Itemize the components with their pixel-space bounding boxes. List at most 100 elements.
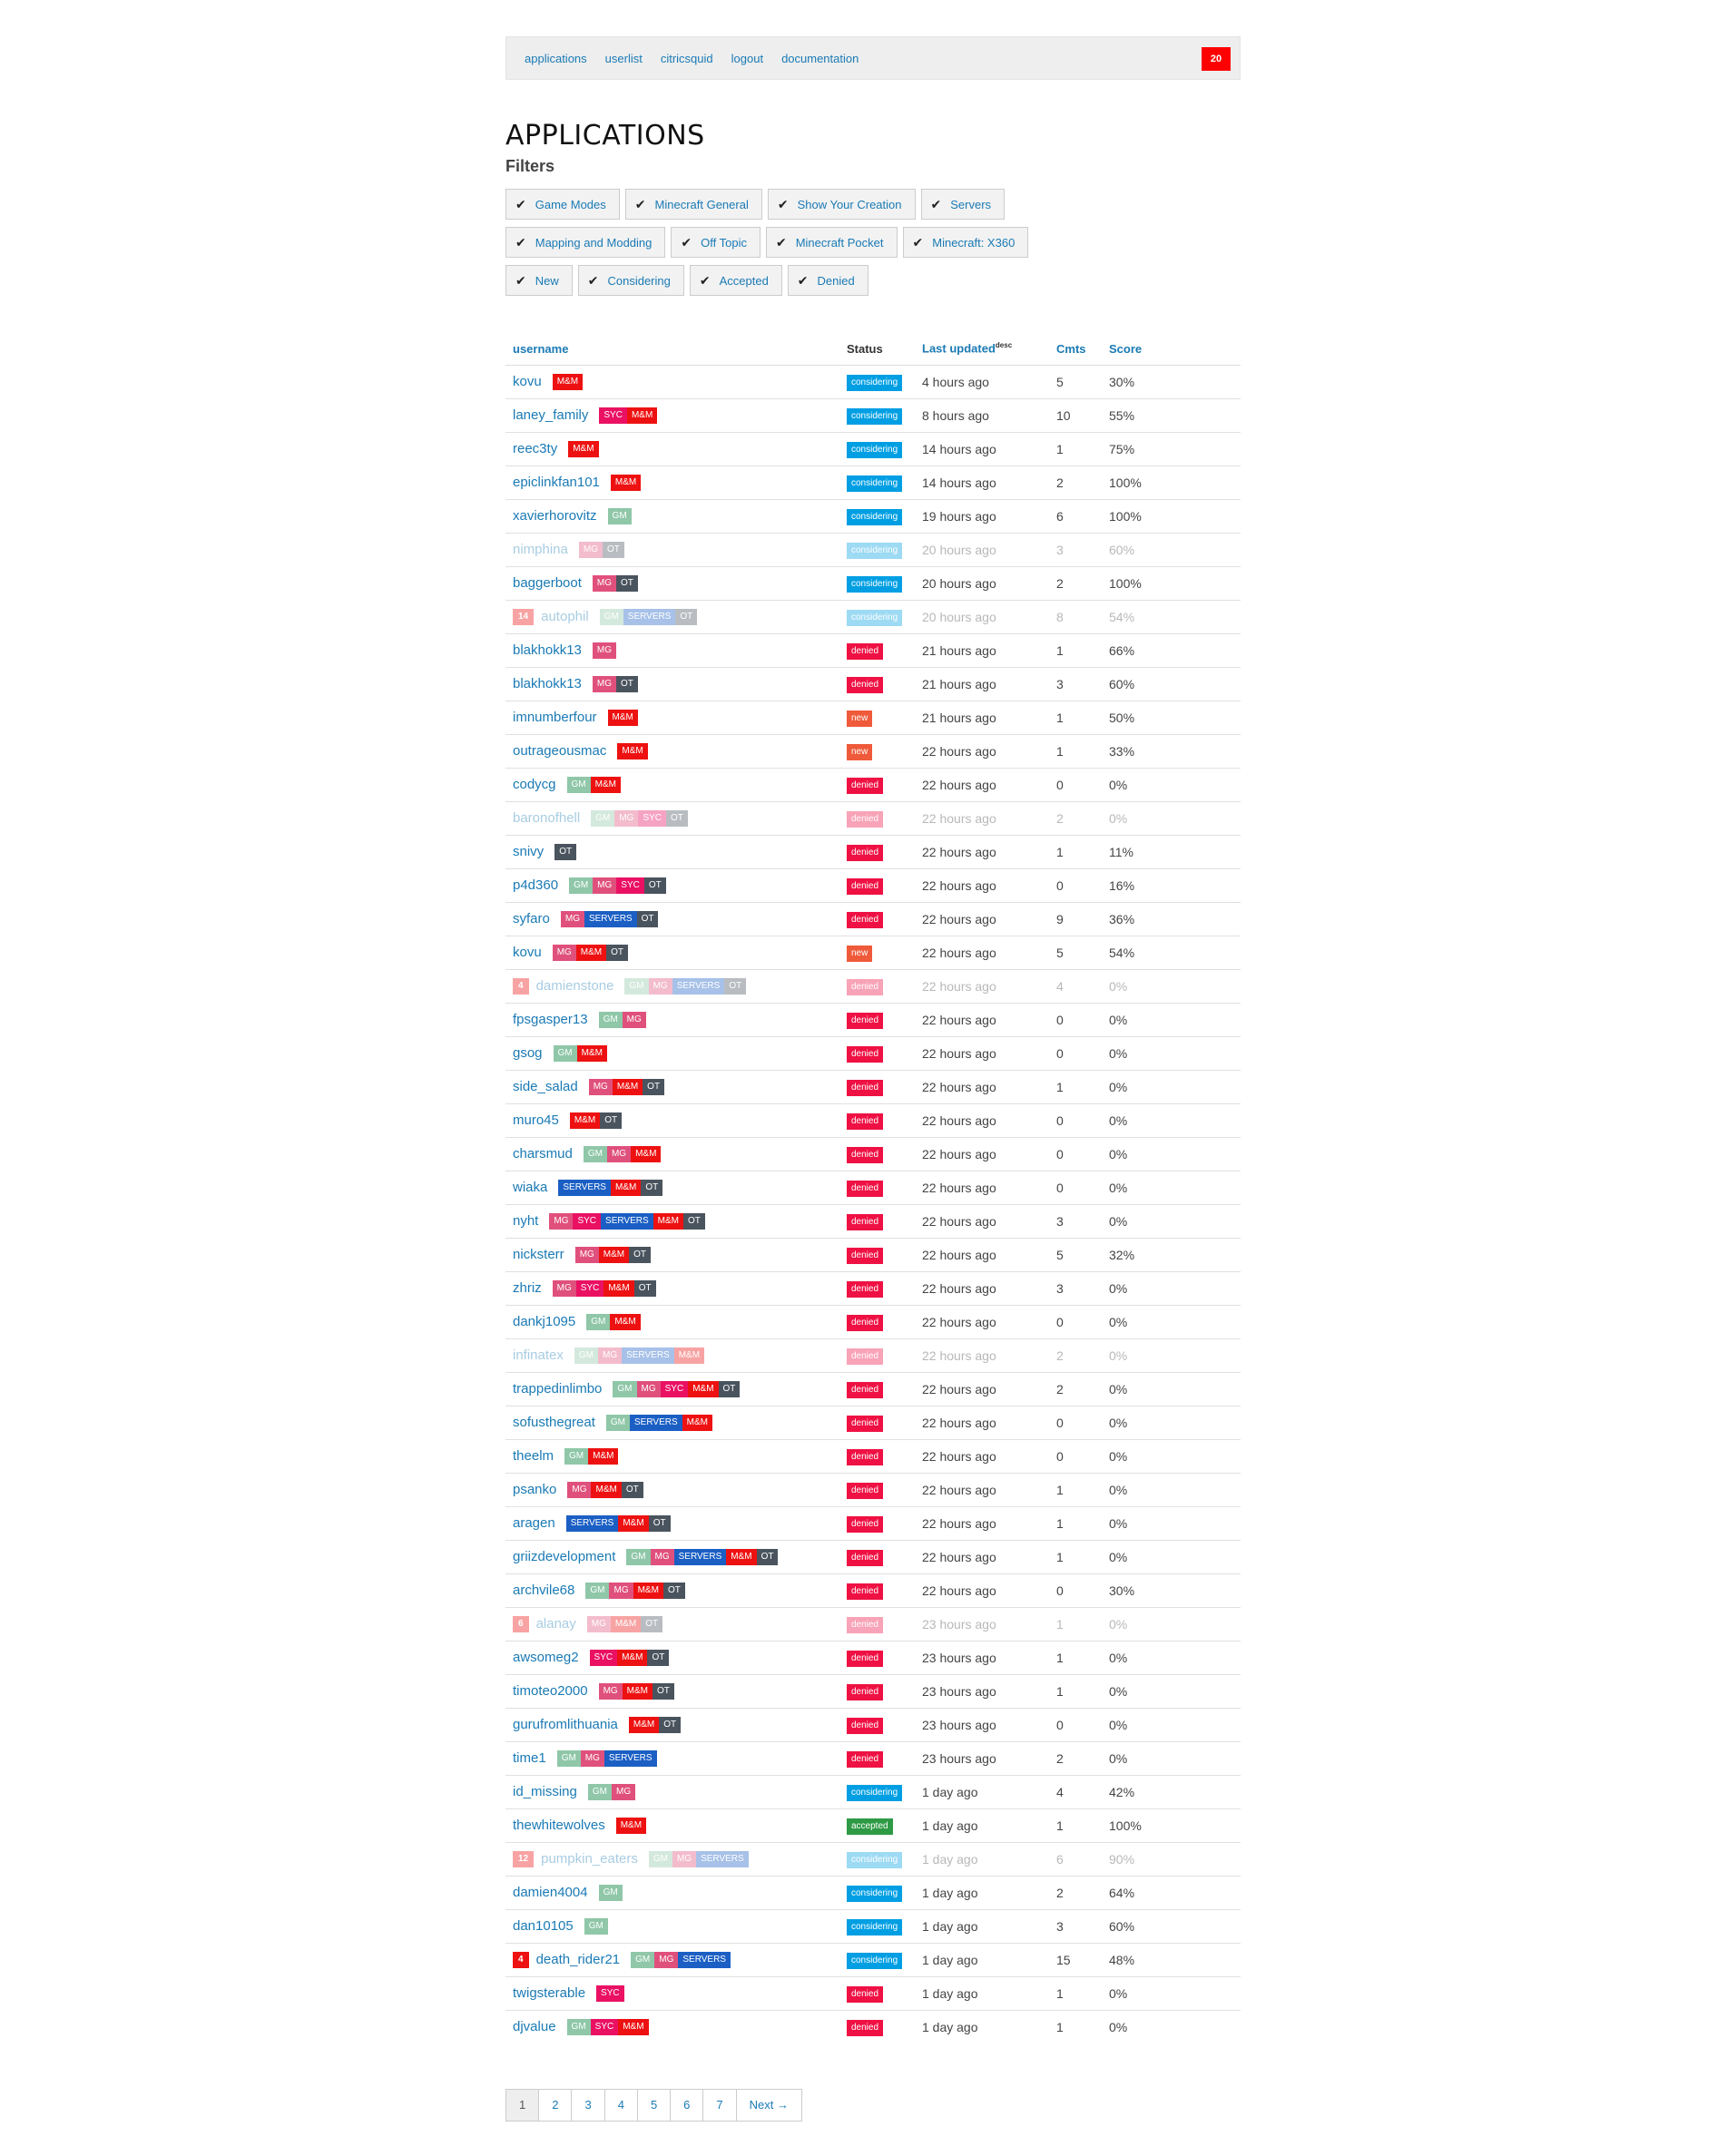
username-link[interactable]: damien4004 xyxy=(513,1884,588,1900)
page-3[interactable]: 3 xyxy=(571,2089,605,2122)
username-link[interactable]: trappedinlimbo xyxy=(513,1380,603,1396)
filter-button[interactable]: ✔ Show Your Creation xyxy=(767,189,916,220)
username-link[interactable]: nimphina xyxy=(513,541,568,557)
table-row[interactable]: awsomeg2 SYC M&M OT denied 23 hours ago 1 0% xyxy=(505,1641,1241,1675)
table-row[interactable]: 4 death_rider21 GM MG SERVERS considering 1 da… xyxy=(505,1943,1241,1977)
username-link[interactable]: epiclinkfan101 xyxy=(513,474,600,490)
username-link[interactable]: kovu xyxy=(513,373,542,389)
col-last-updated[interactable]: Last updateddesc xyxy=(915,332,1049,366)
page-4[interactable]: 4 xyxy=(603,2089,638,2122)
username-link[interactable]: theelm xyxy=(513,1447,554,1464)
username-link[interactable]: gurufromlithuania xyxy=(513,1716,618,1732)
filter-button[interactable]: ✔ Minecraft General xyxy=(624,189,762,220)
username-link[interactable]: syfaro xyxy=(513,910,550,926)
filter-button[interactable]: ✔ Accepted xyxy=(689,265,782,296)
table-row[interactable]: gurufromlithuania M&M OT denied 23 hours ago… xyxy=(505,1708,1241,1742)
username-link[interactable]: side_salad xyxy=(513,1078,578,1094)
table-row[interactable]: 4 damienstone GM MG SERVERS OT denied 22 hours … xyxy=(505,969,1241,1004)
table-row[interactable]: p4d360 GM MG SYC OT denied 22 hours ago 0 16% xyxy=(505,868,1241,903)
username-link[interactable]: timoteo2000 xyxy=(513,1682,588,1699)
table-row[interactable]: trappedinlimbo GM MG SYC M&M OT denied 22 hours… xyxy=(505,1372,1241,1406)
table-row[interactable]: dan10105 GM considering 1 day ago 3 60% xyxy=(505,1909,1241,1944)
username-link[interactable]: alanay xyxy=(535,1615,576,1632)
col-score[interactable]: Score xyxy=(1102,332,1241,366)
next-page-button[interactable]: Next → xyxy=(735,2089,802,2122)
filter-button[interactable]: ✔ Mapping and Modding xyxy=(505,227,666,258)
username-link[interactable]: damienstone xyxy=(535,977,614,994)
username-link[interactable]: blakhokk13 xyxy=(513,675,582,691)
table-row[interactable]: nicksterr MG M&M OT denied 22 hours ago 5 32% xyxy=(505,1238,1241,1272)
username-link[interactable]: wiaka xyxy=(513,1179,548,1195)
table-row[interactable]: blakhokk13 MG OT denied 21 hours ago 3 60% xyxy=(505,667,1241,701)
username-link[interactable]: dankj1095 xyxy=(513,1313,576,1329)
username-link[interactable]: charsmud xyxy=(513,1145,573,1161)
username-link[interactable]: twigsterable xyxy=(513,1984,586,2001)
username-link[interactable]: baggerboot xyxy=(513,574,582,591)
notification-badge[interactable]: 20 xyxy=(1202,47,1231,71)
username-link[interactable]: sofusthegreat xyxy=(513,1414,595,1430)
table-row[interactable]: sofusthegreat GM SERVERS M&M denied 22 hours … xyxy=(505,1406,1241,1440)
table-row[interactable]: charsmud GM MG M&M denied 22 hours ago 0 0% xyxy=(505,1137,1241,1171)
col-cmts[interactable]: Cmts xyxy=(1049,332,1102,366)
username-link[interactable]: baronofhell xyxy=(513,809,581,826)
username-link[interactable]: imnumberfour xyxy=(513,709,597,725)
table-row[interactable]: archvile68 GM MG M&M OT denied 22 hours ago 0 30… xyxy=(505,1573,1241,1608)
filter-button[interactable]: ✔ New xyxy=(505,265,573,296)
table-row[interactable]: syfaro MG SERVERS OT denied 22 hours ago 9 36% xyxy=(505,902,1241,936)
page-5[interactable]: 5 xyxy=(636,2089,672,2122)
table-row[interactable]: epiclinkfan101 M&M considering 14 hours ago… xyxy=(505,466,1241,500)
table-row[interactable]: outrageousmac M&M new 22 hours ago 1 33% xyxy=(505,734,1241,769)
username-link[interactable]: snivy xyxy=(513,843,545,859)
table-row[interactable]: kovu M&M considering 4 hours ago 5 30% xyxy=(505,365,1241,399)
table-row[interactable]: xavierhorovitz GM considering 19 hours ago 6… xyxy=(505,499,1241,534)
username-link[interactable]: psanko xyxy=(513,1481,557,1497)
table-row[interactable]: aragen SERVERS M&M OT denied 22 hours ago 1 0% xyxy=(505,1506,1241,1541)
table-row[interactable]: wiaka SERVERS M&M OT denied 22 hours ago 0 0% xyxy=(505,1171,1241,1205)
table-row[interactable]: muro45 M&M OT denied 22 hours ago 0 0% xyxy=(505,1103,1241,1138)
table-row[interactable]: damien4004 GM considering 1 day ago 2 64% xyxy=(505,1876,1241,1910)
table-row[interactable]: baronofhell GM MG SYC OT denied 22 hours ago 2 0… xyxy=(505,801,1241,836)
username-link[interactable]: laney_family xyxy=(513,407,589,423)
username-link[interactable]: kovu xyxy=(513,944,542,960)
username-link[interactable]: infinatex xyxy=(513,1347,564,1363)
page-6[interactable]: 6 xyxy=(670,2089,704,2122)
username-link[interactable]: djvalue xyxy=(513,2018,556,2034)
username-link[interactable]: nyht xyxy=(513,1212,539,1229)
username-link[interactable]: muro45 xyxy=(513,1112,559,1128)
table-row[interactable]: 12 pumpkin_eaters GM MG SERVERS considering 1 … xyxy=(505,1842,1241,1877)
table-row[interactable]: baggerboot MG OT considering 20 hours ago 2 10… xyxy=(505,566,1241,601)
col-username[interactable]: username xyxy=(505,332,839,366)
username-link[interactable]: reec3ty xyxy=(513,440,558,456)
table-row[interactable]: thewhitewolves M&M accepted 1 day ago 1 100% xyxy=(505,1808,1241,1843)
table-row[interactable]: 6 alanay MG M&M OT denied 23 hours ago 1 0% xyxy=(505,1607,1241,1642)
username-link[interactable]: autophil xyxy=(541,608,589,624)
username-link[interactable]: xavierhorovitz xyxy=(513,507,597,524)
username-link[interactable]: awsomeg2 xyxy=(513,1649,579,1665)
table-row[interactable]: nyht MG SYC SERVERS M&M OT denied 22 hours ago 3… xyxy=(505,1204,1241,1239)
nav-applications[interactable]: applications xyxy=(525,51,587,65)
table-row[interactable]: side_salad MG M&M OT denied 22 hours ago 1 0% xyxy=(505,1070,1241,1104)
table-row[interactable]: infinatex GM MG SERVERS M&M denied 22 hours ag… xyxy=(505,1338,1241,1373)
username-link[interactable]: pumpkin_eaters xyxy=(541,1850,638,1867)
table-row[interactable]: laney_family SYC M&M considering 8 hours ago… xyxy=(505,398,1241,433)
table-row[interactable]: zhriz MG SYC M&M OT denied 22 hours ago 3 0% xyxy=(505,1271,1241,1306)
nav-userlist[interactable]: userlist xyxy=(604,51,643,65)
table-row[interactable]: psanko MG M&M OT denied 22 hours ago 1 0% xyxy=(505,1473,1241,1507)
username-link[interactable]: gsog xyxy=(513,1044,543,1061)
page-2[interactable]: 2 xyxy=(538,2089,573,2122)
username-link[interactable]: p4d360 xyxy=(513,877,559,893)
username-link[interactable]: dan10105 xyxy=(513,1917,574,1934)
username-link[interactable]: blakhokk13 xyxy=(513,642,582,658)
username-link[interactable]: griizdevelopment xyxy=(513,1548,616,1564)
username-link[interactable]: death_rider21 xyxy=(535,1951,621,1967)
username-link[interactable]: aragen xyxy=(513,1514,555,1531)
page-1[interactable]: 1 xyxy=(505,2089,540,2122)
username-link[interactable]: time1 xyxy=(513,1749,546,1766)
username-link[interactable]: zhriz xyxy=(513,1279,542,1296)
filter-button[interactable]: ✔ Off Topic xyxy=(671,227,760,258)
nav-user[interactable]: citricsquid xyxy=(660,51,713,65)
table-row[interactable]: fpsgasper13 GM MG denied 22 hours ago 0 0% xyxy=(505,1003,1241,1037)
username-link[interactable]: id_missing xyxy=(513,1783,577,1799)
filter-button[interactable]: ✔ Minecraft: X360 xyxy=(902,227,1029,258)
username-link[interactable]: thewhitewolves xyxy=(513,1817,605,1833)
